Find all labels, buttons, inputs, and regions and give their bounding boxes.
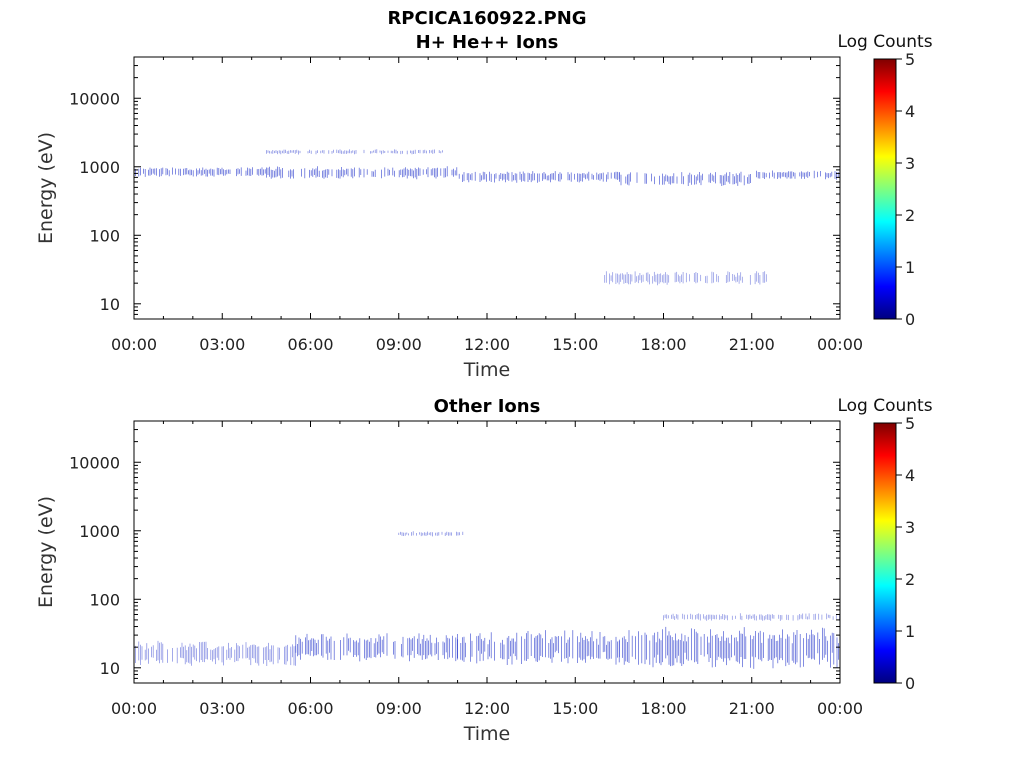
colorbar-tick-label: 1 — [905, 258, 915, 277]
panel-title: Other Ions — [434, 396, 541, 417]
spectrogram-band-marks — [619, 171, 751, 186]
spectrogram-band — [134, 167, 266, 177]
spectrogram-band — [295, 633, 458, 662]
x-tick-label: 15:00 — [552, 335, 598, 354]
spectrogram-band-marks — [756, 170, 840, 180]
spectrogram-band — [619, 171, 751, 186]
spectrogram-band-marks — [619, 626, 839, 669]
colorbar-label: Log Counts — [837, 32, 932, 52]
colorbar-tick-label: 5 — [905, 414, 915, 433]
x-tick-label: 00:00 — [817, 699, 863, 718]
x-tick-label: 12:00 — [464, 699, 510, 718]
colorbar — [873, 422, 897, 684]
y-tick-label: 10 — [100, 295, 120, 314]
spectrogram-band — [458, 171, 620, 183]
y-axis-ticks: 10 100 1000 10000 — [69, 420, 840, 684]
panel-title: H+ He++ Ions — [416, 32, 559, 53]
x-tick-label: 15:00 — [552, 699, 598, 718]
spectrogram-band-marks — [398, 531, 464, 537]
y-axis-label: Energy (eV) — [35, 132, 57, 244]
x-axis-label: Time — [463, 359, 511, 381]
colorbar-tick-label: 0 — [905, 674, 915, 693]
spectrogram-band — [266, 149, 443, 155]
figure-title: RPCICA160922.PNG — [387, 8, 586, 29]
spectrogram-band — [457, 630, 620, 665]
spectrogram-band-marks — [458, 171, 620, 183]
x-tick-label: 21:00 — [729, 699, 775, 718]
spectrogram-band — [398, 531, 464, 537]
x-axis-label: Time — [463, 723, 511, 745]
x-tick-label: 12:00 — [464, 335, 510, 354]
colorbar-ticks: 0 1 2 3 4 5 — [896, 50, 915, 329]
y-tick-label: 1000 — [79, 158, 120, 177]
spectrogram-band — [604, 271, 767, 286]
colorbar-tick-label: 1 — [905, 622, 915, 641]
colorbar — [873, 58, 897, 320]
panel-h-he-ions: H+ He++ Ions 00:00 03:00 06:00 09:00 12:00 15… — [35, 32, 933, 381]
x-tick-label: 06:00 — [287, 699, 333, 718]
y-tick-label: 10 — [100, 659, 120, 678]
spectrogram-band — [756, 170, 840, 180]
plot-frame — [133, 420, 841, 684]
spectrogram-band — [266, 166, 458, 180]
spectrogram-band-marks — [134, 167, 266, 177]
x-tick-label: 06:00 — [287, 335, 333, 354]
spectrogram-band-marks — [266, 166, 458, 180]
y-tick-label: 1000 — [79, 522, 120, 541]
y-tick-label: 100 — [89, 590, 120, 609]
colorbar-tick-label: 4 — [905, 102, 915, 121]
colorbar-tick-label: 3 — [905, 154, 915, 173]
spectrogram-band-marks — [295, 633, 458, 662]
spectrogram-band-marks — [604, 271, 767, 286]
colorbar-tick-label: 5 — [905, 50, 915, 69]
x-tick-label: 18:00 — [640, 699, 686, 718]
spectrogram-data — [134, 531, 840, 669]
spectrogram-band-marks — [134, 640, 296, 666]
spectrogram-band-marks — [457, 630, 620, 665]
colorbar-label: Log Counts — [837, 396, 932, 416]
colorbar-tick-label: 0 — [905, 310, 915, 329]
colorbar-tick-label: 2 — [905, 206, 915, 225]
y-axis-label: Energy (eV) — [35, 496, 57, 608]
colorbar-tick-label: 3 — [905, 518, 915, 537]
panel-other-ions: Other Ions 00:00 03:00 06:00 09:00 12:00 15:0… — [35, 396, 933, 745]
x-tick-label: 00:00 — [817, 335, 863, 354]
x-tick-label: 21:00 — [729, 335, 775, 354]
colorbar-tick-label: 2 — [905, 570, 915, 589]
spectrogram-band — [619, 626, 839, 669]
y-tick-label: 100 — [89, 226, 120, 245]
spectrogram-data — [134, 149, 840, 286]
spectrogram-band-marks — [663, 613, 840, 621]
y-tick-label: 10000 — [69, 89, 120, 108]
x-tick-label: 09:00 — [376, 699, 422, 718]
spectrogram-band — [663, 613, 840, 621]
x-tick-label: 09:00 — [376, 335, 422, 354]
x-axis-ticks: 00:00 03:00 06:00 09:00 12:00 15:00 18:00 21:00… — [111, 421, 863, 718]
x-tick-label: 00:00 — [111, 699, 157, 718]
spectrogram-band-marks — [266, 149, 443, 155]
y-axis-ticks: 10 100 1000 10000 — [69, 56, 840, 320]
y-tick-label: 10000 — [69, 453, 120, 472]
x-tick-label: 00:00 — [111, 335, 157, 354]
x-axis-ticks: 00:00 03:00 06:00 09:00 12:00 15:00 18:00 21:00… — [111, 57, 863, 354]
x-tick-label: 18:00 — [640, 335, 686, 354]
colorbar-tick-label: 4 — [905, 466, 915, 485]
colorbar-ticks: 0 1 2 3 4 5 — [896, 414, 915, 693]
spectrogram-band — [134, 640, 296, 666]
x-tick-label: 03:00 — [199, 335, 245, 354]
x-tick-label: 03:00 — [199, 699, 245, 718]
